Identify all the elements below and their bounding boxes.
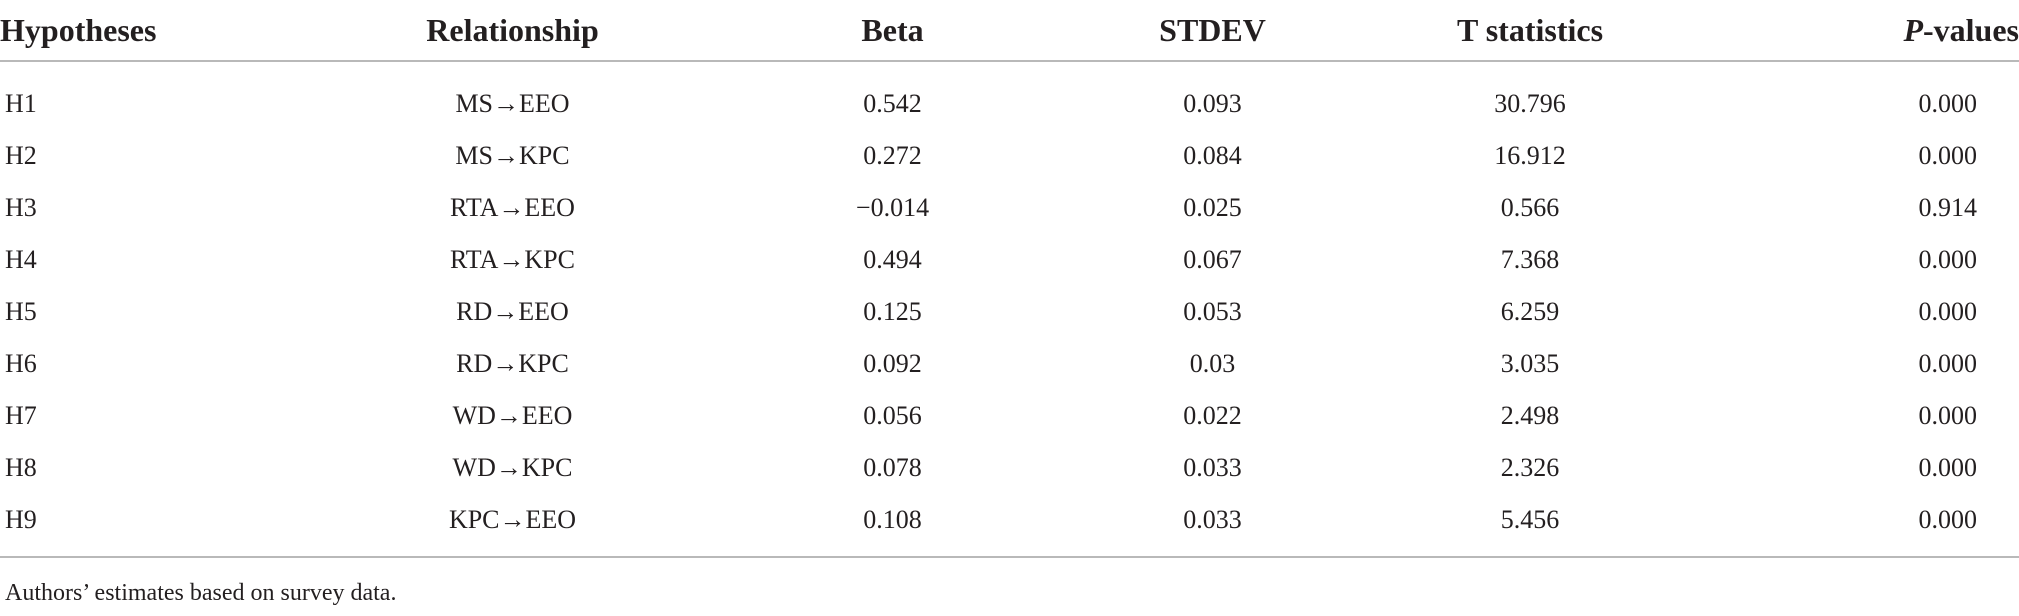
header-t-statistics: T statistics [1365,0,1695,62]
cell-stdev: 0.022 [1183,401,1242,430]
cell-beta: 0.056 [863,401,922,430]
cell-p-value: 0.000 [1918,349,1978,378]
table-header: Hypotheses Relationship Beta STDEV T sta… [0,0,2019,62]
cell-stdev: 0.093 [1183,89,1242,118]
results-table-container: Hypotheses Relationship Beta STDEV T sta… [0,0,2019,558]
table-row: H1 MS→EEO 0.542 0.093 30.796 0.000 [0,61,2019,130]
cell-relationship: RD→EEO [456,297,569,326]
header-hypotheses: Hypotheses [0,0,300,62]
cell-p-value: 0.000 [1918,297,1978,326]
cell-beta: 0.125 [863,297,922,326]
table-row: H7 WD→EEO 0.056 0.022 2.498 0.000 [0,390,2019,442]
cell-t-statistic: 0.566 [1500,193,1560,222]
cell-t-statistic: 16.912 [1494,141,1566,170]
cell-hypothesis: H5 [5,297,37,326]
cell-p-value: 0.000 [1918,401,1978,430]
cell-beta: −0.014 [855,193,930,222]
cell-p-value: 0.000 [1695,494,2019,558]
cell-stdev: 0.084 [1183,141,1242,170]
cell-beta: 0.494 [863,245,922,274]
table-row: H3 RTA→EEO −0.014 0.025 0.566 0.914 [0,182,2019,234]
cell-relationship: RTA→KPC [450,245,575,274]
cell-hypothesis: H7 [5,401,37,430]
header-beta: Beta [725,0,1060,62]
cell-hypothesis: H6 [5,349,37,378]
cell-t-statistic: 2.326 [1500,453,1560,482]
cell-beta: 0.542 [863,89,922,118]
cell-hypothesis: H1 [5,89,37,118]
cell-stdev: 0.03 [1189,349,1236,378]
header-row: Hypotheses Relationship Beta STDEV T sta… [0,0,2019,62]
table-row: H9 KPC→EEO 0.108 0.033 5.456 0.000 [0,494,2019,558]
cell-beta: 0.078 [863,453,922,482]
cell-t-statistic: 2.498 [1500,401,1560,430]
cell-relationship: MS→EEO [455,89,570,118]
table-row: H4 RTA→KPC 0.494 0.067 7.368 0.000 [0,234,2019,286]
table-row: H6 RD→KPC 0.092 0.03 3.035 0.000 [0,338,2019,390]
table-body: H1 MS→EEO 0.542 0.093 30.796 0.000 H2 MS→KPC 0.2… [0,61,2019,558]
cell-relationship: MS→KPC [455,141,570,170]
cell-p-value: 0.000 [1918,245,1978,274]
hypotheses-results-table: Hypotheses Relationship Beta STDEV T sta… [0,0,2019,558]
header-p-values: P-values [1695,0,2019,62]
cell-t-statistic: 30.796 [1494,89,1566,118]
table-footnote: Authors’ estimates based on survey data. [5,580,397,606]
cell-stdev: 0.033 [1060,494,1365,558]
cell-p-value: 0.000 [1918,453,1978,482]
cell-hypothesis: H4 [5,245,37,274]
cell-relationship: KPC→EEO [300,494,725,558]
cell-hypothesis: H2 [5,141,37,170]
cell-stdev: 0.067 [1183,245,1242,274]
table-row: H2 MS→KPC 0.272 0.084 16.912 0.000 [0,130,2019,182]
cell-relationship: WD→KPC [452,453,573,482]
cell-relationship: RTA→EEO [450,193,575,222]
header-stdev: STDEV [1060,0,1365,62]
header-p-values-italic: P [1903,11,1923,48]
cell-t-statistic: 3.035 [1500,349,1560,378]
cell-beta: 0.272 [863,141,922,170]
cell-beta: 0.092 [863,349,922,378]
cell-stdev: 0.053 [1183,297,1242,326]
cell-hypothesis: H3 [5,193,37,222]
cell-p-value: 0.914 [1918,193,1978,222]
cell-t-statistic: 6.259 [1500,297,1560,326]
cell-stdev: 0.033 [1183,453,1242,482]
cell-p-value: 0.000 [1918,141,1978,170]
header-relationship: Relationship [300,0,725,62]
table-row: H5 RD→EEO 0.125 0.053 6.259 0.000 [0,286,2019,338]
cell-relationship: RD→KPC [456,349,569,378]
cell-stdev: 0.025 [1183,193,1242,222]
table-row: H8 WD→KPC 0.078 0.033 2.326 0.000 [0,442,2019,494]
header-p-values-rest: -values [1923,11,2019,48]
cell-hypothesis: H9 [0,494,300,558]
cell-t-statistic: 7.368 [1500,245,1560,274]
cell-hypothesis: H8 [5,453,37,482]
cell-relationship: WD→EEO [452,401,573,430]
cell-beta: 0.108 [725,494,1060,558]
cell-t-statistic: 5.456 [1365,494,1695,558]
cell-p-value: 0.000 [1918,89,1978,118]
